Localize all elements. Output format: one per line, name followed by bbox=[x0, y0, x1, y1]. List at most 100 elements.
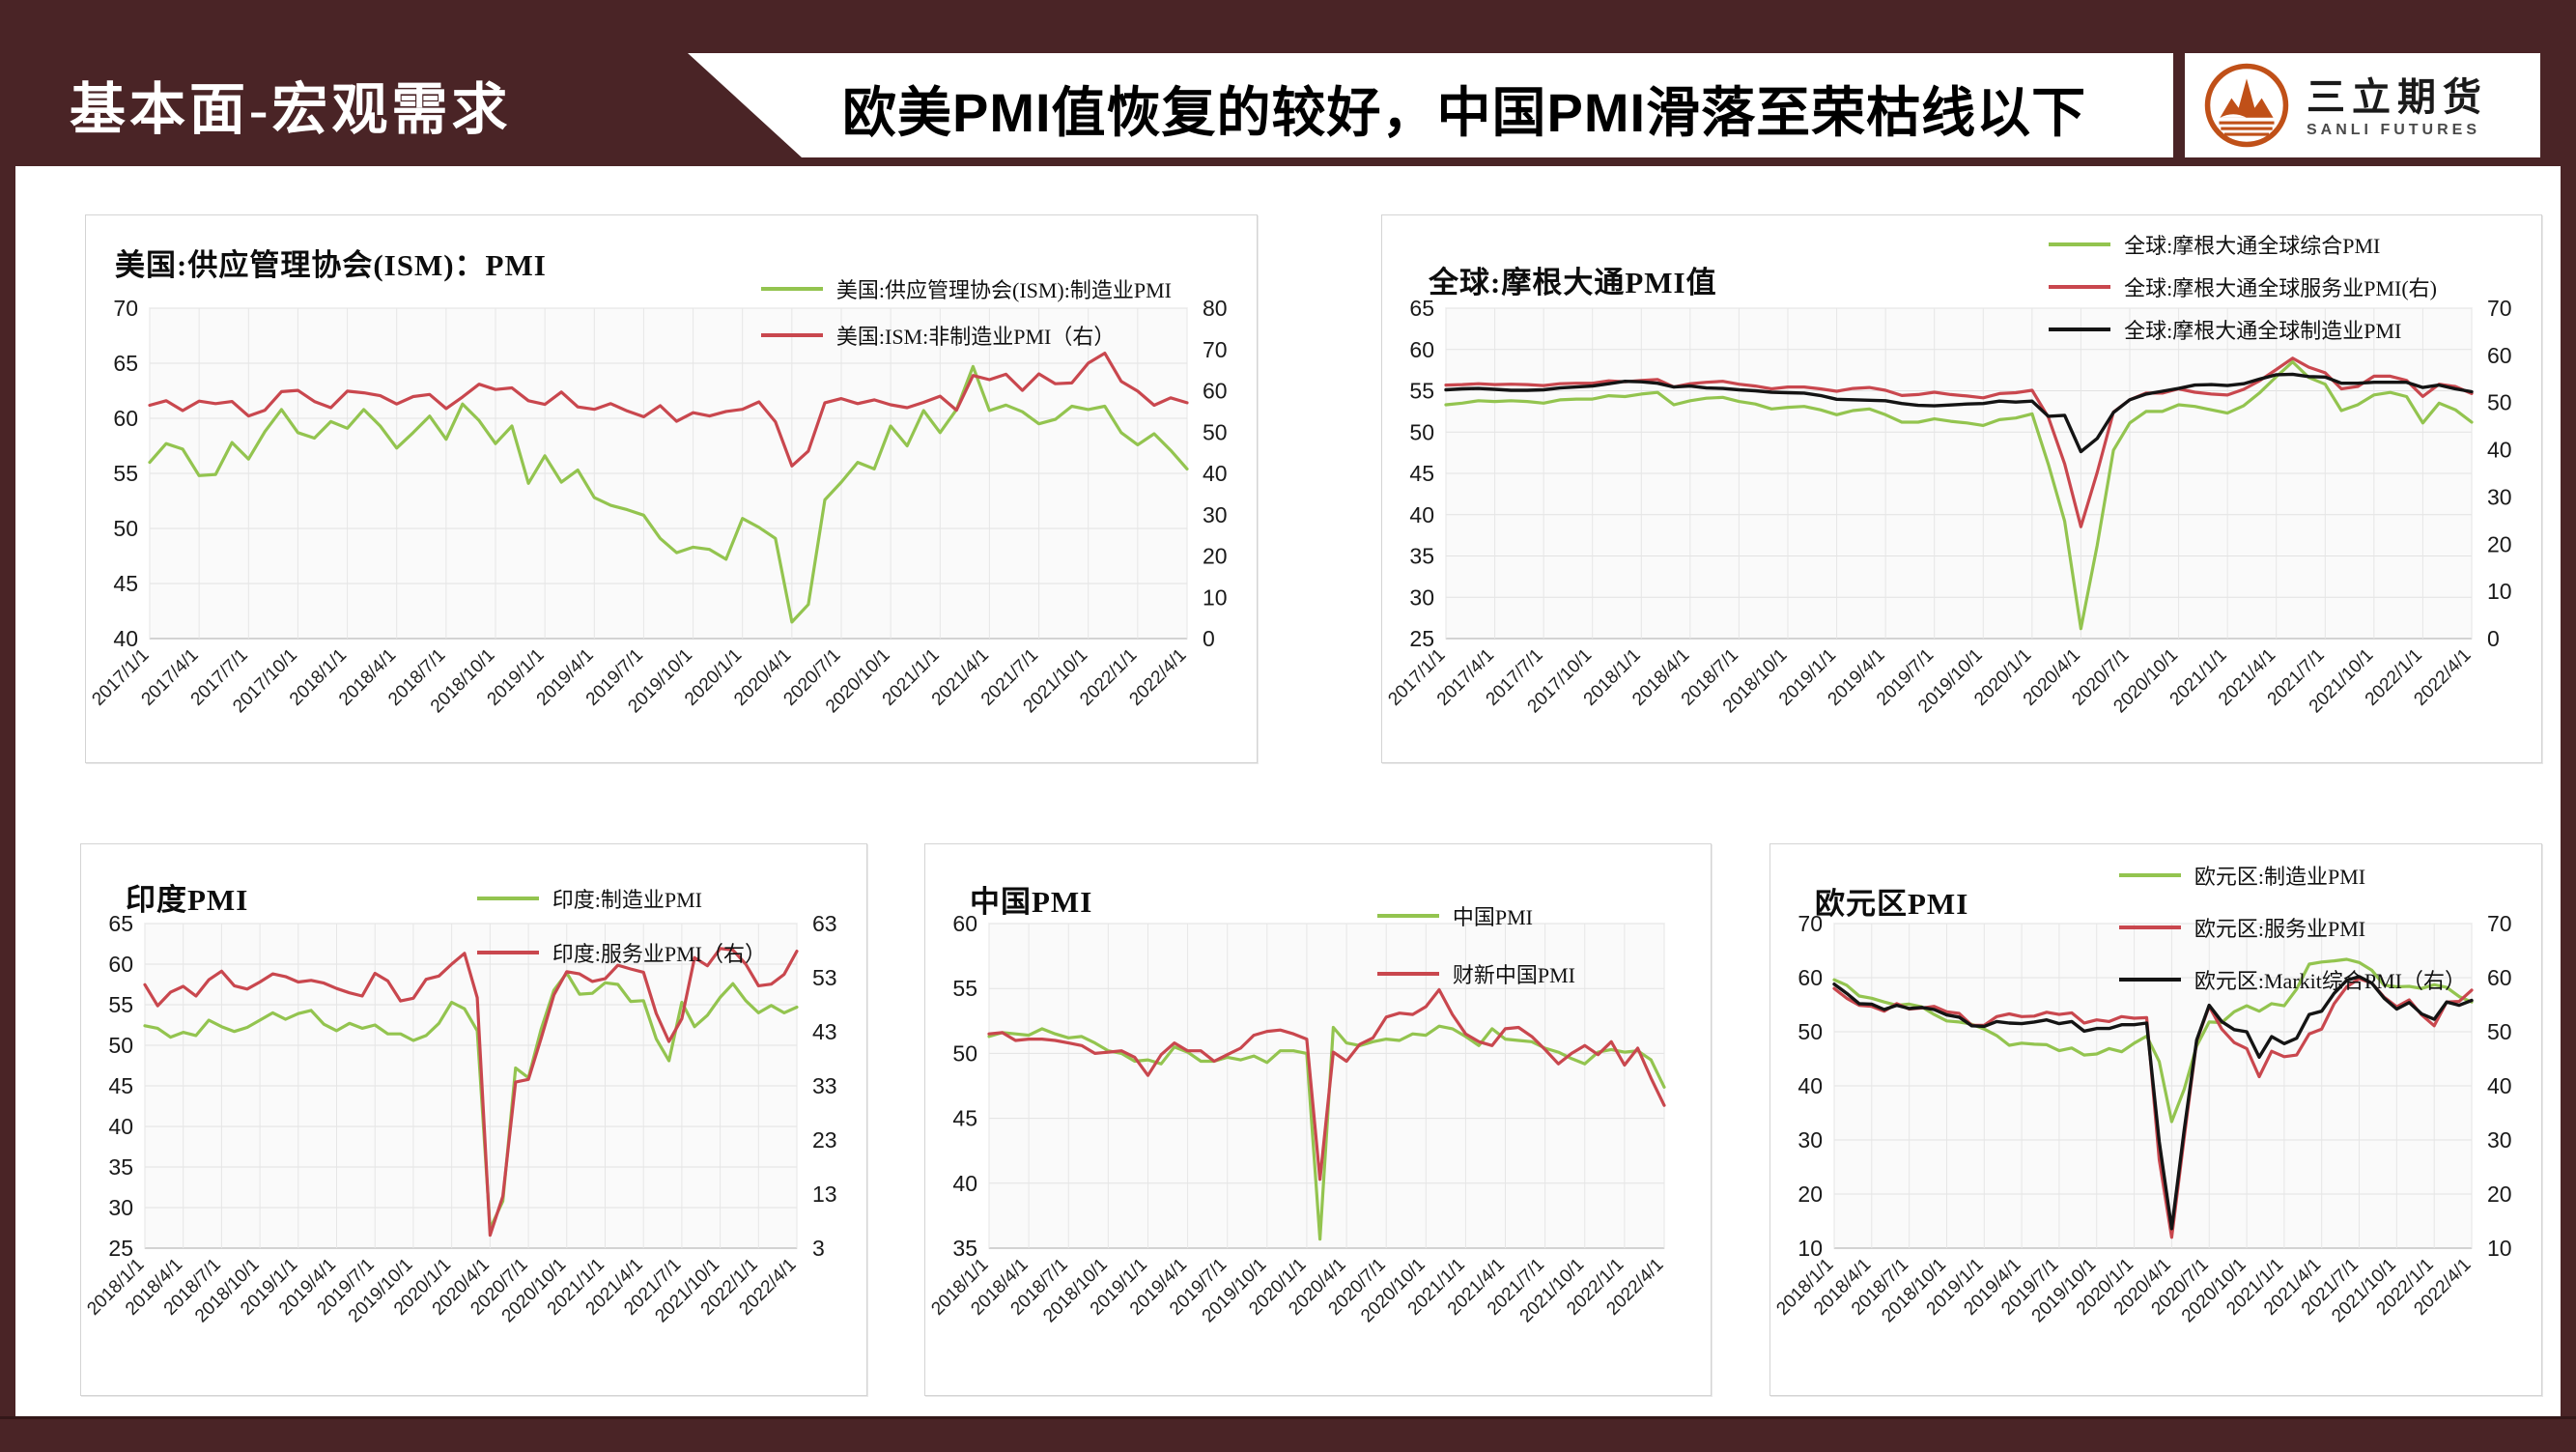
legend-item: 财新中国PMI bbox=[1376, 958, 1575, 989]
svg-text:50: 50 bbox=[113, 516, 138, 541]
svg-text:60: 60 bbox=[108, 952, 133, 977]
legend-label: 美国:供应管理协会(ISM):制造业PMI bbox=[835, 278, 1172, 302]
legend-label: 欧元区:Markit综合PMI（右） bbox=[2194, 969, 2466, 993]
svg-text:13: 13 bbox=[812, 1182, 837, 1207]
svg-text:70: 70 bbox=[113, 296, 138, 321]
svg-text:60: 60 bbox=[113, 406, 138, 431]
chart-us-ism-pmi: 40 45 50 55 60 65 70 0 10 20 30 40 50 60 70 80 2017/1/1 2… bbox=[85, 214, 1258, 763]
svg-text:50: 50 bbox=[952, 1040, 977, 1066]
svg-text:43: 43 bbox=[812, 1019, 837, 1044]
chart-title: 欧元区PMI bbox=[1815, 887, 1969, 921]
legend-item: 欧元区:服务业PMI bbox=[2118, 912, 2466, 943]
page-title: 欧美PMI值恢复的较好，中国PMI滑落至荣枯线以下 bbox=[842, 82, 2087, 143]
svg-text:50: 50 bbox=[2487, 1019, 2512, 1044]
chart-global-jpm-pmi: 25 30 35 40 45 50 55 60 65 0 10 20 30 40 50 60 70 2017/1/… bbox=[1381, 214, 2542, 763]
svg-text:45: 45 bbox=[952, 1106, 977, 1131]
legend-line-swatch bbox=[476, 951, 539, 954]
company-logo: 三立期货 SANLI FUTURES bbox=[2185, 53, 2540, 157]
legend-label: 美国:ISM:非制造业PMI（右） bbox=[835, 325, 1116, 349]
sanli-mountain-logo-icon bbox=[2202, 61, 2291, 155]
legend-line-swatch bbox=[2049, 327, 2111, 331]
chart-title: 中国PMI bbox=[970, 885, 1093, 919]
svg-text:30: 30 bbox=[108, 1195, 133, 1220]
chart-legend: 印度:制造业PMI 印度:服务业PMI（右） bbox=[476, 883, 766, 968]
legend-item: 全球:摩根大通全球服务业PMI(右) bbox=[2049, 271, 2437, 302]
svg-text:35: 35 bbox=[1409, 544, 1434, 569]
svg-text:45: 45 bbox=[113, 571, 138, 596]
legend-label: 欧元区:制造业PMI bbox=[2194, 865, 2366, 889]
svg-text:55: 55 bbox=[108, 992, 133, 1017]
global-jpm-pmi-plot: 2530354045505560650102030405060702017/1/… bbox=[1384, 296, 2512, 717]
legend-item: 全球:摩根大通全球综合PMI bbox=[2049, 229, 2437, 260]
logo-name-cn: 三立期货 bbox=[2307, 75, 2488, 119]
legend-line-swatch bbox=[2118, 873, 2181, 877]
legend-item: 美国:ISM:非制造业PMI（右） bbox=[760, 320, 1172, 351]
legend-label: 全球:摩根大通全球综合PMI bbox=[2124, 234, 2381, 258]
svg-text:65: 65 bbox=[108, 911, 133, 936]
chart-title: 印度PMI bbox=[126, 883, 249, 917]
svg-text:60: 60 bbox=[2487, 965, 2512, 990]
logo-name-en: SANLI FUTURES bbox=[2307, 121, 2480, 138]
svg-text:20: 20 bbox=[1798, 1182, 1823, 1207]
legend-item: 中国PMI bbox=[1376, 900, 1575, 931]
svg-text:50: 50 bbox=[1409, 419, 1434, 444]
svg-text:70: 70 bbox=[2487, 296, 2512, 321]
legend-line-swatch bbox=[2049, 285, 2111, 289]
svg-text:30: 30 bbox=[2487, 1127, 2512, 1153]
svg-text:40: 40 bbox=[1203, 461, 1228, 486]
chart-legend: 美国:供应管理协会(ISM):制造业PMI 美国:ISM:非制造业PMI（右） bbox=[760, 273, 1172, 351]
svg-text:40: 40 bbox=[1798, 1073, 1823, 1098]
svg-text:30: 30 bbox=[1409, 584, 1434, 610]
svg-text:60: 60 bbox=[1798, 965, 1823, 990]
legend-item: 印度:制造业PMI bbox=[476, 883, 766, 914]
svg-text:50: 50 bbox=[108, 1033, 133, 1058]
legend-line-swatch bbox=[2049, 242, 2111, 246]
chart-legend: 中国PMI 财新中国PMI bbox=[1376, 900, 1575, 989]
svg-text:70: 70 bbox=[1798, 911, 1823, 936]
legend-label: 财新中国PMI bbox=[1452, 963, 1575, 987]
svg-text:60: 60 bbox=[1409, 337, 1434, 362]
header-banner: 基本面-宏观需求 欧美PMI值恢复的较好，中国PMI滑落至荣枯线以下 三立期货 … bbox=[0, 0, 2576, 166]
svg-text:60: 60 bbox=[952, 911, 977, 936]
chart-title: 美国:供应管理协会(ISM)：PMI bbox=[115, 248, 547, 282]
svg-text:23: 23 bbox=[812, 1127, 837, 1153]
svg-text:10: 10 bbox=[2487, 1236, 2512, 1261]
svg-text:40: 40 bbox=[108, 1114, 133, 1139]
svg-text:25: 25 bbox=[1409, 626, 1434, 651]
legend-item: 全球:摩根大通全球制造业PMI bbox=[2049, 314, 2437, 345]
svg-text:45: 45 bbox=[108, 1073, 133, 1098]
svg-text:25: 25 bbox=[108, 1236, 133, 1261]
svg-text:60: 60 bbox=[1203, 379, 1228, 404]
svg-text:0: 0 bbox=[2487, 626, 2500, 651]
legend-item: 印度:服务业PMI（右） bbox=[476, 937, 766, 968]
title-wedge bbox=[688, 53, 2173, 157]
india-pmi-plot: 25303540455055606531323334353632018/1/12… bbox=[83, 911, 837, 1326]
chart-india-pmi: 25 30 35 40 45 50 55 60 65 3 13 23 33 43 53 63 2018/1/1 2… bbox=[80, 843, 867, 1396]
svg-text:65: 65 bbox=[1409, 296, 1434, 321]
svg-text:80: 80 bbox=[1203, 296, 1228, 321]
svg-text:20: 20 bbox=[1203, 544, 1228, 569]
svg-text:30: 30 bbox=[1798, 1127, 1823, 1153]
svg-text:20: 20 bbox=[2487, 531, 2512, 556]
svg-text:60: 60 bbox=[2487, 343, 2512, 368]
svg-text:40: 40 bbox=[2487, 1073, 2512, 1098]
svg-text:33: 33 bbox=[812, 1073, 837, 1098]
legend-item: 美国:供应管理协会(ISM):制造业PMI bbox=[760, 273, 1172, 304]
svg-text:50: 50 bbox=[1203, 419, 1228, 444]
footer-band bbox=[0, 1416, 2576, 1452]
svg-text:40: 40 bbox=[952, 1171, 977, 1196]
legend-line-swatch bbox=[760, 287, 823, 291]
svg-text:40: 40 bbox=[1409, 502, 1434, 527]
svg-text:10: 10 bbox=[1203, 584, 1228, 610]
svg-text:45: 45 bbox=[1409, 461, 1434, 486]
china-pmi-plot: 3540455055602018/1/12018/4/12018/7/12018… bbox=[927, 911, 1667, 1326]
svg-text:20: 20 bbox=[2487, 1182, 2512, 1207]
svg-text:70: 70 bbox=[1203, 337, 1228, 362]
us-ism-pmi-plot: 40455055606570010203040506070802017/1/12… bbox=[88, 296, 1228, 717]
svg-text:55: 55 bbox=[1409, 379, 1434, 404]
svg-text:10: 10 bbox=[2487, 579, 2512, 604]
svg-text:65: 65 bbox=[113, 351, 138, 376]
svg-text:0: 0 bbox=[1203, 626, 1215, 651]
svg-text:10: 10 bbox=[1798, 1236, 1823, 1261]
svg-text:50: 50 bbox=[1798, 1019, 1823, 1044]
